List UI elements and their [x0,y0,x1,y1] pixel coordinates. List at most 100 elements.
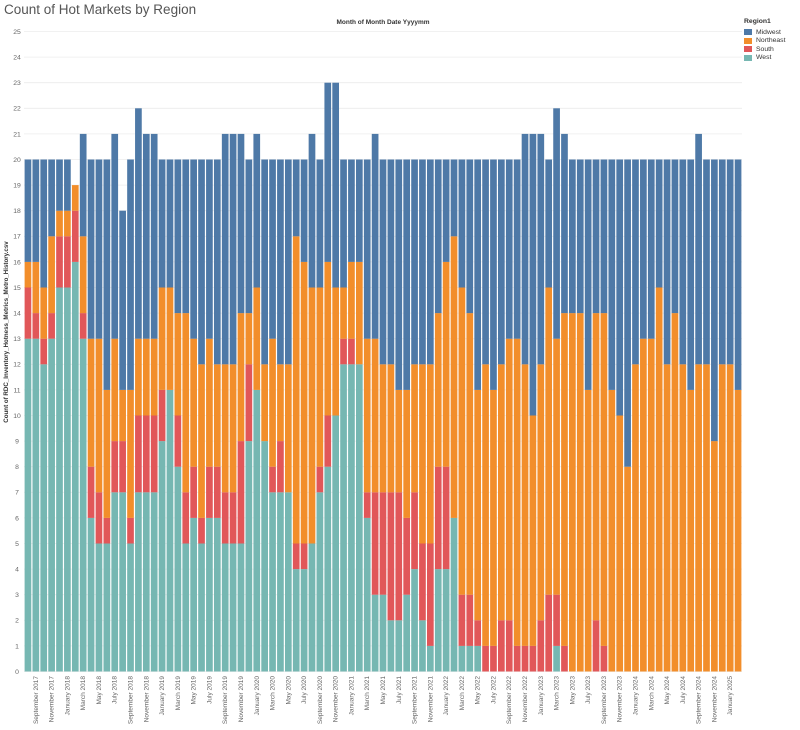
bar-northeast [553,338,560,595]
bar-midwest [734,159,742,390]
bar-west [474,645,482,672]
bar-south [561,645,568,672]
bar-northeast [458,287,466,595]
bar-south [213,466,221,518]
bar-northeast [95,338,103,493]
x-tick-label: January 2022 [443,676,450,716]
bar-midwest [608,159,616,390]
bar-midwest [79,133,87,237]
legend-item-west[interactable]: West [744,54,785,63]
bar-south [245,364,253,442]
bar-south [277,441,284,493]
legend-item-south[interactable]: South [744,45,785,54]
y-tick-label: 11 [13,387,20,394]
bar-northeast [647,338,655,672]
bar-south [300,543,308,570]
bar-south [95,492,103,544]
bar-midwest [229,133,237,365]
legend-swatch [744,46,752,53]
bar-northeast [632,364,639,672]
bar-midwest [237,133,245,314]
x-tick-label: November 2020 [333,676,340,723]
x-tick-label: May 2021 [380,676,387,705]
bar-northeast [442,261,450,467]
bar-south [103,517,111,544]
y-tick-label: 23 [13,80,21,87]
bar-northeast [324,261,332,416]
y-tick-label: 19 [13,183,21,190]
bar-west [284,492,292,672]
bar-south [505,620,513,672]
bar-south [87,466,95,518]
bar-northeast [505,338,513,621]
y-tick-label: 22 [13,106,21,113]
x-tick-label: November 2021 [427,676,434,723]
bar-south [56,236,63,288]
bar-midwest [632,159,639,365]
bar-midwest [119,210,126,390]
bar-midwest [561,133,568,314]
bar-midwest [24,159,32,262]
x-tick-label: July 2021 [396,676,403,704]
bar-midwest [569,159,576,314]
bar-northeast [687,389,695,672]
bar-south [466,594,474,646]
legend-item-midwest[interactable]: Midwest [744,28,785,37]
bar-west [395,620,403,672]
bar-northeast [521,364,529,646]
bar-south [40,338,48,365]
bar-northeast [355,261,363,365]
bar-midwest [687,159,695,390]
y-tick-label: 13 [13,336,21,343]
bar-midwest [395,159,403,390]
bar-northeast [545,287,553,595]
bar-northeast [182,313,190,493]
x-tick-label: July 2018 [112,676,119,704]
bar-south [64,236,71,288]
y-tick-label: 7 [15,490,19,497]
legend-label: West [756,54,772,62]
bar-south [600,645,608,672]
bar-northeast [221,364,229,493]
bar-northeast [671,313,679,672]
bar-south [150,415,158,493]
bar-northeast [703,364,710,672]
bar-northeast [56,210,63,237]
bar-west [24,338,32,672]
bar-west [340,364,347,672]
bar-south [529,645,537,672]
bar-midwest [308,133,316,288]
bar-south [513,645,521,672]
bar-west [142,492,150,672]
y-tick-label: 6 [15,515,19,522]
chart-title: Count of Hot Markets by Region [4,2,197,17]
bar-midwest [458,159,466,288]
bar-northeast [237,313,245,442]
x-tick-label: November 2023 [617,676,624,723]
legend-item-northeast[interactable]: Northeast [744,37,785,46]
x-tick-label: September 2022 [506,676,513,724]
legend-swatch [744,37,752,44]
x-tick-label: March 2023 [554,676,561,711]
bar-northeast [253,287,261,390]
y-tick-label: 3 [15,592,19,599]
bar-northeast [576,313,584,672]
bar-south [363,492,371,518]
bar-south [490,645,497,672]
bar-west [127,543,134,672]
bar-northeast [695,364,702,672]
bar-northeast [174,313,182,416]
bar-south [379,492,387,595]
bar-northeast [206,338,213,467]
bar-south [32,313,40,339]
bar-midwest [127,159,134,390]
bar-midwest [718,159,726,365]
bar-northeast [726,364,734,672]
bar-northeast [229,364,237,493]
y-tick-label: 4 [15,567,19,574]
x-tick-label: March 2019 [175,676,182,711]
bar-south [426,543,434,646]
bar-west [213,517,221,672]
bar-midwest [647,159,655,339]
bar-midwest [655,159,663,288]
